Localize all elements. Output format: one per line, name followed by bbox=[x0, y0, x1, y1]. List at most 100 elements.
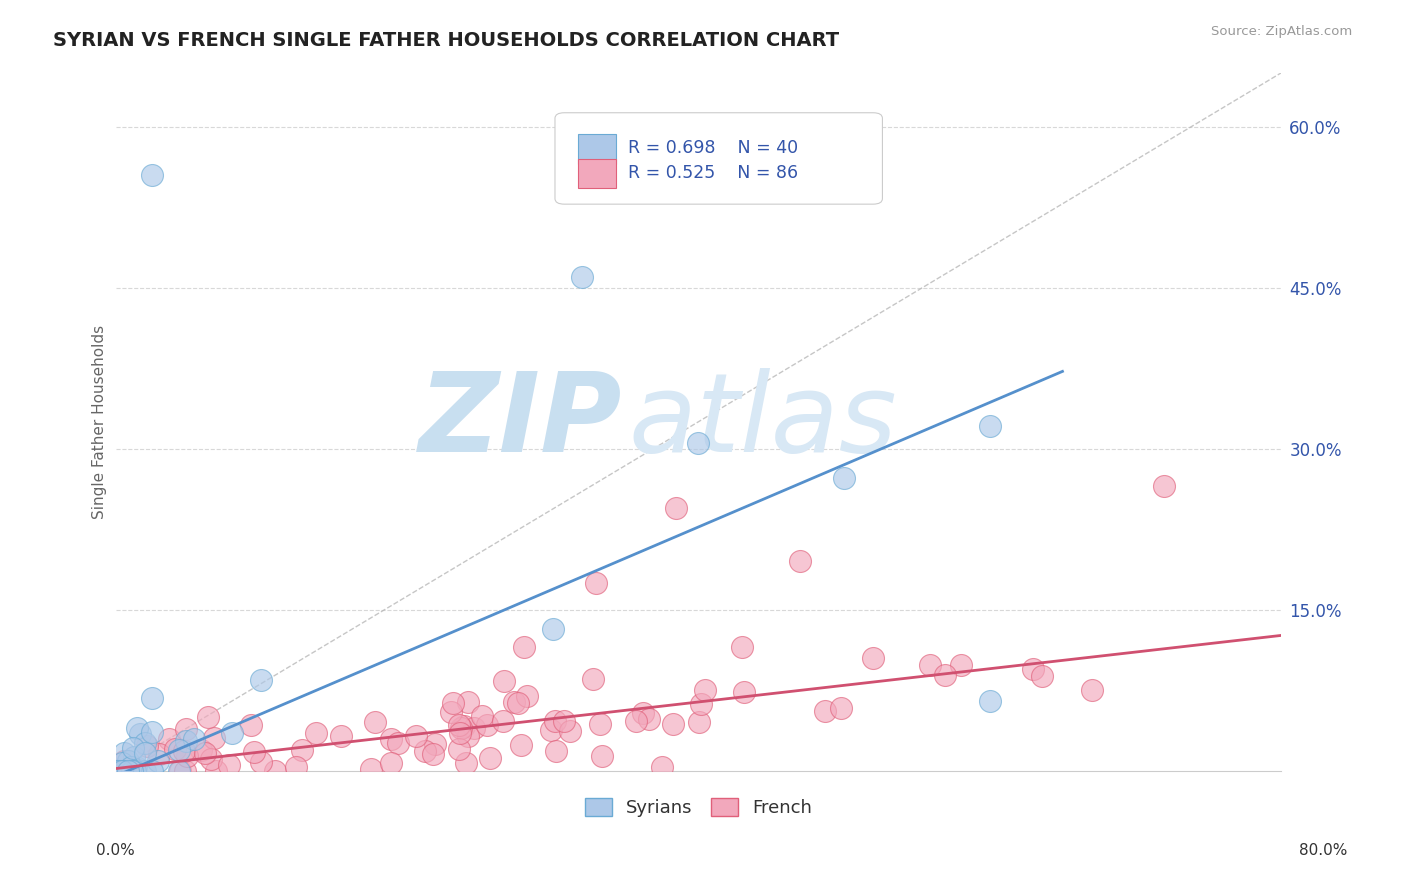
Point bbox=[516, 689, 538, 703]
Point bbox=[122, 740, 145, 755]
FancyBboxPatch shape bbox=[578, 159, 616, 188]
Point bbox=[148, 754, 170, 768]
Point bbox=[117, 764, 139, 778]
Y-axis label: Single Father Households: Single Father Households bbox=[93, 325, 107, 519]
Point bbox=[1080, 683, 1102, 698]
Point bbox=[1031, 669, 1053, 683]
Point bbox=[360, 762, 382, 776]
Point bbox=[141, 725, 163, 739]
Point bbox=[111, 756, 134, 770]
Point bbox=[134, 736, 156, 750]
Point bbox=[239, 717, 262, 731]
Point bbox=[832, 470, 855, 484]
Point bbox=[167, 743, 190, 757]
Point bbox=[285, 760, 308, 774]
Point bbox=[512, 640, 534, 655]
Point bbox=[205, 764, 228, 778]
Point bbox=[114, 764, 136, 778]
Point bbox=[202, 731, 225, 745]
Point bbox=[218, 757, 240, 772]
Point bbox=[477, 718, 499, 732]
Point bbox=[364, 715, 387, 730]
Point bbox=[541, 622, 564, 636]
Point bbox=[585, 575, 607, 590]
Point bbox=[122, 749, 145, 764]
Text: Source: ZipAtlas.com: Source: ZipAtlas.com bbox=[1212, 25, 1353, 38]
Text: SYRIAN VS FRENCH SINGLE FATHER HOUSEHOLDS CORRELATION CHART: SYRIAN VS FRENCH SINGLE FATHER HOUSEHOLD… bbox=[53, 31, 839, 50]
Legend: Syrians, French: Syrians, French bbox=[578, 790, 820, 824]
Point bbox=[330, 729, 353, 743]
Point bbox=[134, 764, 156, 778]
Point bbox=[423, 737, 446, 751]
Point bbox=[1153, 479, 1175, 493]
Point bbox=[450, 721, 472, 735]
Text: 0.0%: 0.0% bbox=[96, 843, 135, 857]
Point bbox=[111, 764, 134, 778]
Point bbox=[571, 269, 593, 284]
Point bbox=[107, 764, 129, 778]
Point bbox=[479, 751, 502, 765]
Point bbox=[510, 738, 533, 752]
Text: 80.0%: 80.0% bbox=[1299, 843, 1347, 857]
Point bbox=[789, 554, 811, 568]
Text: R = 0.698    N = 40: R = 0.698 N = 40 bbox=[628, 138, 799, 157]
Point bbox=[107, 764, 129, 778]
Point bbox=[979, 418, 1001, 433]
Point bbox=[949, 658, 972, 673]
Point bbox=[291, 743, 314, 757]
Point bbox=[174, 733, 197, 747]
Point bbox=[440, 705, 463, 719]
Text: R = 0.525    N = 86: R = 0.525 N = 86 bbox=[628, 164, 799, 182]
Point bbox=[449, 718, 471, 732]
Point bbox=[589, 717, 612, 731]
Point bbox=[167, 764, 190, 778]
Point bbox=[141, 690, 163, 705]
Point bbox=[105, 764, 128, 778]
Point bbox=[176, 749, 198, 764]
Point bbox=[108, 764, 131, 778]
Point bbox=[651, 760, 673, 774]
Point bbox=[631, 706, 654, 721]
Point bbox=[457, 695, 479, 709]
Point bbox=[413, 744, 436, 758]
Point bbox=[690, 697, 713, 711]
Point bbox=[148, 747, 170, 761]
Point bbox=[197, 710, 219, 724]
Point bbox=[117, 754, 139, 768]
Point bbox=[665, 500, 688, 515]
Point bbox=[124, 764, 146, 778]
Point bbox=[544, 744, 567, 758]
Point bbox=[544, 714, 567, 728]
Point bbox=[122, 761, 145, 775]
Point bbox=[447, 741, 470, 756]
Point bbox=[503, 695, 526, 709]
Text: atlas: atlas bbox=[628, 368, 897, 475]
Point bbox=[141, 764, 163, 778]
Point bbox=[979, 694, 1001, 708]
Point bbox=[111, 764, 134, 778]
Point bbox=[134, 746, 156, 760]
Point bbox=[688, 714, 710, 729]
Point bbox=[135, 739, 157, 753]
Point bbox=[387, 736, 409, 750]
FancyBboxPatch shape bbox=[555, 112, 883, 204]
Point bbox=[174, 722, 197, 736]
Point bbox=[190, 742, 212, 756]
Point bbox=[508, 696, 530, 710]
Point bbox=[157, 732, 180, 747]
Point bbox=[194, 747, 217, 761]
Point bbox=[263, 764, 285, 778]
Point bbox=[380, 756, 402, 770]
Point bbox=[688, 436, 710, 450]
Point bbox=[591, 748, 613, 763]
Point bbox=[558, 723, 581, 738]
Point bbox=[249, 755, 271, 769]
Point bbox=[540, 723, 562, 738]
Point bbox=[1022, 662, 1045, 676]
Point bbox=[662, 717, 685, 731]
Point bbox=[814, 704, 837, 718]
Point bbox=[165, 741, 187, 756]
Point bbox=[491, 714, 513, 729]
Point bbox=[862, 651, 884, 665]
Point bbox=[173, 744, 195, 758]
